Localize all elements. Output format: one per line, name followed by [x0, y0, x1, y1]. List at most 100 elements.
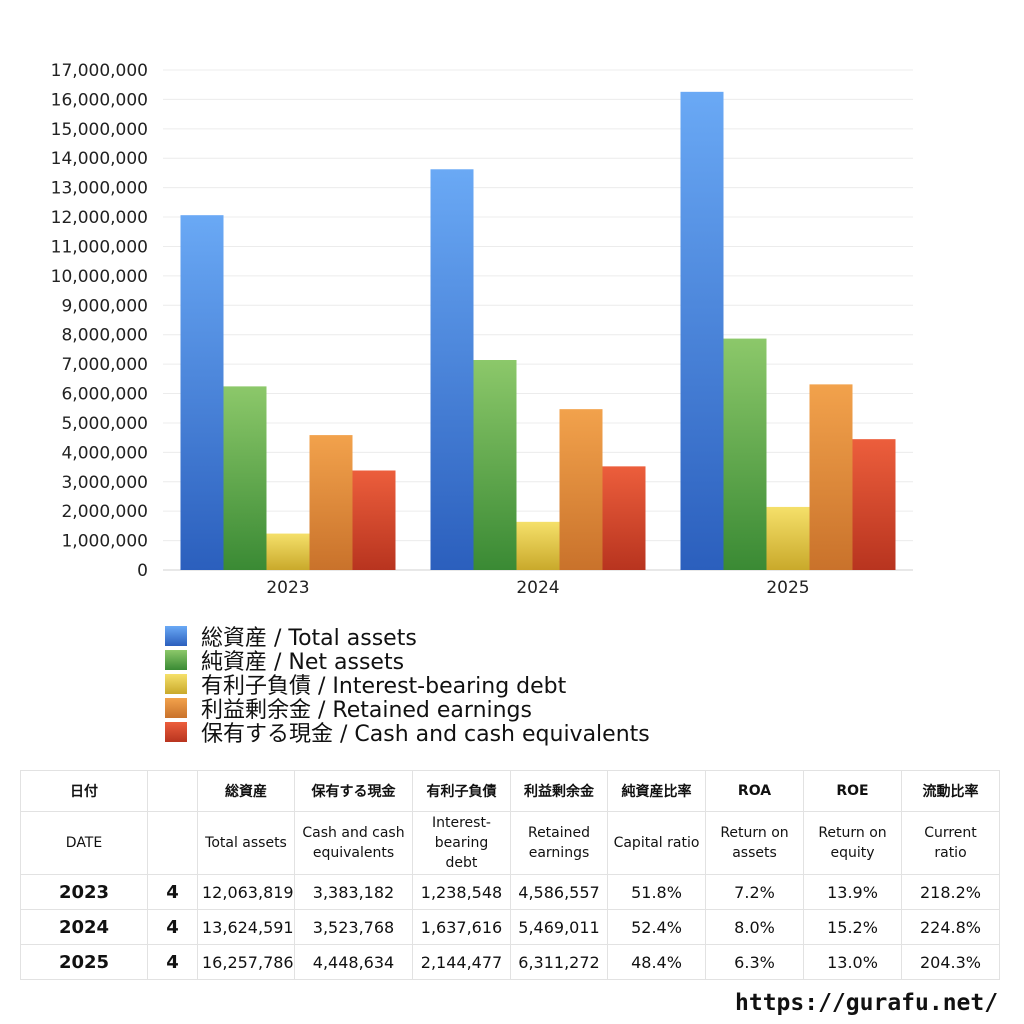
- header-cell: 保有する現金: [294, 770, 413, 812]
- bar: [766, 506, 810, 570]
- legend: 総資産 / Total assets 純資産 / Net assets 有利子負…: [165, 624, 650, 747]
- table-header-en: DATE Total assets Cash and cash equivale…: [20, 811, 1000, 875]
- y-tick-label: 8,000,000: [61, 326, 148, 346]
- header-cell: Cash and cash equivalents: [294, 811, 413, 875]
- bar: [309, 435, 353, 570]
- y-tick-label: 0: [137, 561, 148, 581]
- table-cell: 13.9%: [803, 874, 902, 910]
- header-cell: 有利子負債: [412, 770, 511, 812]
- legend-label: 純資産 / Net assets: [201, 650, 405, 675]
- month-cell: 4: [147, 874, 198, 910]
- legend-label: 保有する現金 / Cash and cash equivalents: [201, 722, 650, 747]
- header-cell: Capital ratio: [607, 811, 706, 875]
- legend-swatch: [165, 674, 187, 694]
- month-cell: 4: [147, 909, 198, 945]
- y-tick-label: 2,000,000: [61, 502, 148, 522]
- header-cell: Return on assets: [705, 811, 804, 875]
- header-cell: [147, 770, 198, 812]
- header-cell: 利益剰余金: [510, 770, 608, 812]
- table-row: 2024 4 13,624,591 3,523,768 1,637,616 5,…: [20, 909, 1000, 945]
- legend-item-net-assets: 純資産 / Net assets: [165, 648, 650, 675]
- bar: [602, 466, 646, 570]
- table-cell: 7.2%: [705, 874, 804, 910]
- legend-label: 利益剰余金 / Retained earnings: [201, 698, 532, 723]
- table-header-ja: 日付 総資産 保有する現金 有利子負債 利益剰余金 純資産比率 ROA ROE …: [20, 770, 1000, 812]
- bar: [516, 521, 560, 570]
- x-category-label: 2024: [516, 578, 559, 598]
- legend-item-total-assets: 総資産 / Total assets: [165, 624, 650, 651]
- year-cell: 2023: [20, 874, 148, 910]
- y-tick-label: 17,000,000: [51, 61, 148, 81]
- year-cell: 2024: [20, 909, 148, 945]
- table-cell: 1,238,548: [412, 874, 511, 910]
- x-axis-categories: 2023 2024 2025: [266, 578, 809, 598]
- y-tick-label: 15,000,000: [51, 120, 148, 140]
- header-cell: ROE: [803, 770, 902, 812]
- table-cell: 218.2%: [901, 874, 1000, 910]
- legend-label: 総資産 / Total assets: [201, 626, 417, 651]
- legend-swatch: [165, 698, 187, 718]
- table-cell: 3,523,768: [294, 909, 413, 945]
- table-cell: 15.2%: [803, 909, 902, 945]
- y-tick-label: 4,000,000: [61, 443, 148, 463]
- grid-lines: [163, 69, 913, 571]
- legend-swatch: [165, 722, 187, 742]
- legend-item-retained-earnings: 利益剰余金 / Retained earnings: [165, 696, 650, 723]
- x-category-label: 2023: [266, 578, 309, 598]
- y-tick-label: 16,000,000: [51, 90, 148, 110]
- legend-swatch: [165, 650, 187, 670]
- header-cell: 総資産: [197, 770, 295, 812]
- table-cell: 6,311,272: [510, 944, 608, 980]
- header-cell: 日付: [20, 770, 148, 812]
- year-cell: 2025: [20, 944, 148, 980]
- table-cell: 5,469,011: [510, 909, 608, 945]
- table-row: 2025 4 16,257,786 4,448,634 2,144,477 6,…: [20, 944, 1000, 980]
- header-cell: Current ratio: [901, 811, 1000, 875]
- bars: [180, 91, 896, 570]
- y-tick-label: 5,000,000: [61, 414, 148, 434]
- legend-swatch: [165, 626, 187, 646]
- bar: [180, 215, 224, 570]
- header-cell: 流動比率: [901, 770, 1000, 812]
- bar: [723, 338, 767, 570]
- header-cell: ROA: [705, 770, 804, 812]
- table-cell: 13,624,591: [197, 909, 295, 945]
- x-category-label: 2025: [766, 578, 809, 598]
- table-cell: 51.8%: [607, 874, 706, 910]
- y-tick-label: 6,000,000: [61, 385, 148, 405]
- table-cell: 6.3%: [705, 944, 804, 980]
- bar: [809, 384, 853, 570]
- header-cell: Interest-bearing debt: [412, 811, 511, 875]
- header-cell: Retained earnings: [510, 811, 608, 875]
- header-cell: DATE: [20, 811, 148, 875]
- financial-table: 日付 総資産 保有する現金 有利子負債 利益剰余金 純資産比率 ROA ROE …: [20, 770, 1000, 980]
- bar: [559, 409, 603, 570]
- table-cell: 12,063,819: [197, 874, 295, 910]
- legend-label: 有利子負債 / Interest-bearing debt: [201, 674, 567, 699]
- table-cell: 2,144,477: [412, 944, 511, 980]
- table-cell: 204.3%: [901, 944, 1000, 980]
- y-axis-ticks: 0 1,000,000 2,000,000 3,000,000 4,000,000 5,0…: [51, 61, 148, 581]
- table-cell: 4,448,634: [294, 944, 413, 980]
- bar: [473, 360, 517, 570]
- bar: [852, 439, 896, 570]
- y-tick-label: 3,000,000: [61, 473, 148, 493]
- bar: [223, 386, 267, 570]
- bar-chart: 0 1,000,000 2,000,000 3,000,000 4,000,000 5,0…: [51, 61, 913, 598]
- month-cell: 4: [147, 944, 198, 980]
- table-cell: 224.8%: [901, 909, 1000, 945]
- table-cell: 1,637,616: [412, 909, 511, 945]
- table-cell: 8.0%: [705, 909, 804, 945]
- table-cell: 52.4%: [607, 909, 706, 945]
- bar: [266, 533, 310, 570]
- y-tick-label: 11,000,000: [51, 237, 148, 257]
- y-tick-label: 9,000,000: [61, 296, 148, 316]
- table-cell: 3,383,182: [294, 874, 413, 910]
- table-cell: 13.0%: [803, 944, 902, 980]
- y-tick-label: 10,000,000: [51, 267, 148, 287]
- table-cell: 48.4%: [607, 944, 706, 980]
- table-row: 2023 4 12,063,819 3,383,182 1,238,548 4,…: [20, 874, 1000, 910]
- site-url[interactable]: https://gurafu.net/: [735, 990, 999, 1016]
- bar: [352, 470, 396, 570]
- table-cell: 4,586,557: [510, 874, 608, 910]
